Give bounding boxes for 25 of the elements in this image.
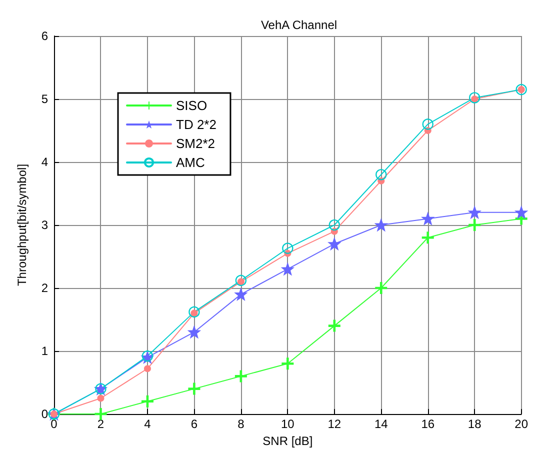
x-tick-label: 12 xyxy=(328,417,342,431)
y-tick-label: 2 xyxy=(41,281,48,295)
x-tick-label: 0 xyxy=(50,417,58,431)
legend-label: TD 2*2 xyxy=(176,117,216,132)
y-tick-label: 1 xyxy=(41,344,48,358)
legend-label: SM2*2 xyxy=(176,136,216,151)
chart-title: VehA Channel xyxy=(260,18,338,32)
legend-label: SISO xyxy=(176,98,208,113)
x-tick-label: 14 xyxy=(374,417,388,431)
x-tick-label: 10 xyxy=(280,417,295,431)
x-tick-label: 18 xyxy=(468,417,482,431)
x-tick-label: 16 xyxy=(421,417,435,431)
y-tick-label: 4 xyxy=(41,155,48,169)
x-tick-label: 6 xyxy=(190,417,198,431)
x-tick-label: 4 xyxy=(144,417,152,431)
x-axis-title: SNR [dB] xyxy=(262,434,313,448)
x-tick-label: 2 xyxy=(97,417,104,431)
x-tick-label: 20 xyxy=(514,417,528,431)
legend-label: AMC xyxy=(176,155,205,170)
y-tick-label: 6 xyxy=(41,29,48,43)
y-tick-label: 3 xyxy=(41,218,48,232)
y-tick-label: 5 xyxy=(41,92,48,106)
x-tick-label: 8 xyxy=(238,417,245,431)
y-axis-title: Throughput[bit/symbol] xyxy=(15,164,29,286)
y-tick-label: 0 xyxy=(41,407,48,421)
